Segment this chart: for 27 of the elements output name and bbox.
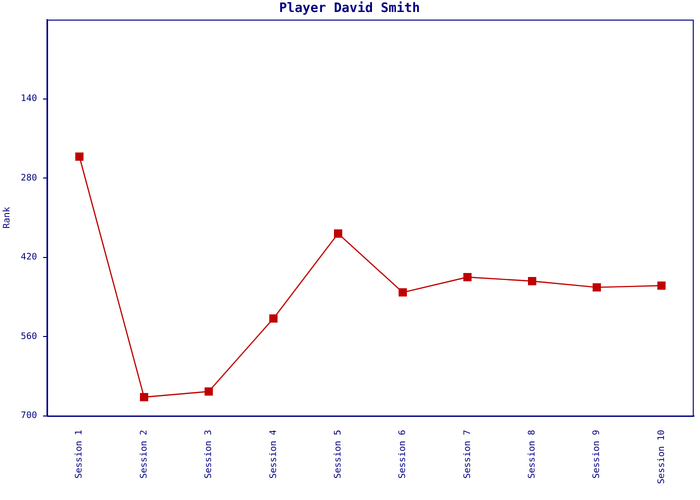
x-tick-label: Session 3 bbox=[204, 430, 214, 479]
y-tick-label: 420 bbox=[20, 252, 38, 263]
y-tick-label: 700 bbox=[20, 411, 38, 422]
point bbox=[204, 387, 213, 396]
point bbox=[657, 281, 666, 290]
point bbox=[334, 229, 342, 238]
x-tick-label: Session 6 bbox=[398, 430, 408, 479]
y-tick-label: 280 bbox=[20, 173, 38, 184]
x-tick-label: Session 1 bbox=[74, 430, 85, 479]
chart-title: Player David Smith bbox=[279, 1, 420, 16]
point bbox=[592, 283, 601, 292]
x-tick-label: Session 9 bbox=[592, 430, 602, 479]
point bbox=[140, 393, 148, 402]
y-tick-label: 140 bbox=[20, 94, 38, 104]
point bbox=[398, 288, 407, 297]
y-axis-title: Rank bbox=[2, 206, 13, 229]
y-tick-label: 560 bbox=[20, 332, 38, 342]
point bbox=[269, 314, 278, 323]
point bbox=[75, 152, 84, 161]
point bbox=[463, 273, 472, 282]
point bbox=[528, 276, 536, 286]
x-tick-label: Session 7 bbox=[462, 430, 473, 479]
x-tick-label: Session 8 bbox=[527, 430, 538, 479]
x-tick-label: Session 10 bbox=[656, 430, 667, 484]
x-tick-label: Session 4 bbox=[268, 430, 279, 479]
x-tick-label: Session 2 bbox=[139, 430, 150, 479]
x-tick-label: Session 5 bbox=[333, 430, 344, 479]
